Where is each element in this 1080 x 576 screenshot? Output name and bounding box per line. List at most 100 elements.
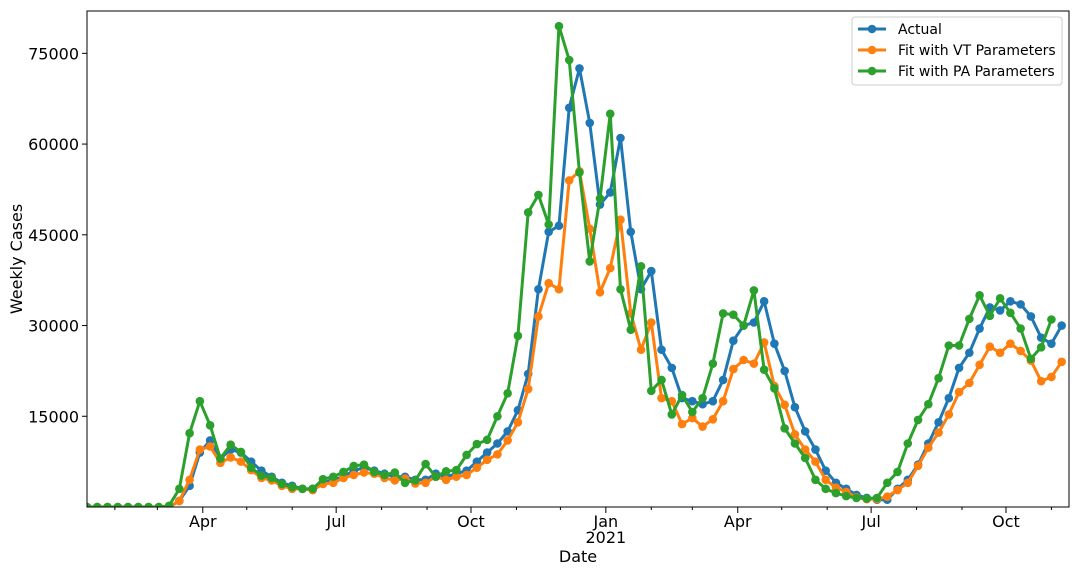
data-point <box>349 461 359 471</box>
data-point <box>195 445 205 454</box>
data-point <box>677 419 687 429</box>
data-point <box>646 386 656 396</box>
data-point <box>503 388 512 398</box>
data-point <box>534 190 543 200</box>
data-point <box>862 494 872 503</box>
data-point <box>1047 339 1056 348</box>
data-point <box>605 188 615 197</box>
data-point <box>226 440 235 450</box>
data-point <box>708 396 718 406</box>
data-point <box>729 336 738 345</box>
x-axis: Apr Jul Oct Jan Apr Jul Oct <box>114 507 1052 531</box>
legend-label: Actual <box>898 22 942 38</box>
data-point <box>636 345 646 355</box>
data-point <box>1026 312 1036 321</box>
data-point <box>1016 300 1025 309</box>
data-point <box>708 359 718 368</box>
data-point <box>216 454 225 463</box>
data-point <box>564 103 574 113</box>
data-point <box>688 396 697 406</box>
data-point <box>472 439 482 449</box>
data-point <box>965 314 974 324</box>
data-point <box>359 460 369 469</box>
chart-marks <box>87 21 1066 507</box>
data-point <box>1047 315 1056 324</box>
x-tick-label: Jan <box>593 512 619 531</box>
data-point <box>985 342 995 352</box>
data-point <box>246 463 256 472</box>
data-point <box>1057 357 1066 367</box>
data-point <box>92 502 102 507</box>
data-point <box>975 290 984 300</box>
data-point <box>934 418 943 427</box>
data-point <box>811 475 820 485</box>
data-point <box>1016 346 1025 356</box>
data-point <box>790 402 800 412</box>
data-point <box>339 473 348 483</box>
data-point <box>544 227 553 237</box>
data-point <box>718 375 728 385</box>
data-point <box>1026 354 1036 364</box>
data-point <box>749 359 759 368</box>
data-point <box>349 470 359 480</box>
data-point <box>1036 343 1046 352</box>
data-point <box>339 467 348 477</box>
data-point <box>493 439 502 448</box>
data-point <box>236 457 246 466</box>
data-point <box>175 496 184 506</box>
data-point <box>441 467 451 476</box>
data-point <box>236 447 246 457</box>
data-point <box>1006 308 1015 318</box>
data-point <box>308 484 318 494</box>
data-point <box>195 396 205 406</box>
legend-box <box>851 16 1063 86</box>
data-point <box>298 484 307 494</box>
data-point <box>1006 297 1015 306</box>
x-tick-label: Jul <box>860 512 880 531</box>
data-point <box>154 502 164 507</box>
x-axis-label: Date <box>559 547 597 566</box>
data-point <box>646 318 656 327</box>
data-point <box>739 355 748 365</box>
data-point <box>523 384 533 394</box>
data-point <box>575 168 584 177</box>
data-point <box>903 439 913 448</box>
data-point <box>226 453 235 462</box>
x-tick-label: Apr <box>189 512 217 531</box>
data-point <box>995 294 1005 303</box>
data-point <box>913 461 923 471</box>
data-point <box>954 363 964 373</box>
data-point <box>749 286 759 295</box>
data-point <box>800 453 810 463</box>
data-point <box>544 220 553 229</box>
data-point <box>790 430 800 439</box>
data-point <box>267 473 276 483</box>
legend-marker <box>867 24 877 34</box>
data-point <box>924 443 933 453</box>
data-point <box>965 378 974 388</box>
data-point <box>770 339 779 348</box>
data-point <box>616 215 625 224</box>
data-point <box>585 118 595 128</box>
y-axis-label: Weekly Cases <box>7 204 26 314</box>
data-point <box>821 466 830 476</box>
data-point <box>421 478 430 488</box>
y-tick-label: 75000 <box>28 44 79 63</box>
data-point <box>462 470 471 480</box>
series-3 <box>87 21 1056 507</box>
data-point <box>688 407 697 417</box>
x-tick-label: Oct <box>457 512 485 531</box>
data-point <box>1057 321 1066 330</box>
data-point <box>175 484 184 494</box>
y-axis: 15000 30000 45000 60000 75000 <box>28 44 87 426</box>
x-tick-label: Jul <box>326 512 346 531</box>
data-point <box>934 428 943 437</box>
data-point <box>800 445 810 454</box>
data-point <box>400 478 410 488</box>
y-tick-label: 30000 <box>28 317 79 336</box>
data-point <box>513 331 523 341</box>
data-point <box>564 176 574 185</box>
data-point <box>185 428 194 438</box>
data-point <box>759 297 769 306</box>
